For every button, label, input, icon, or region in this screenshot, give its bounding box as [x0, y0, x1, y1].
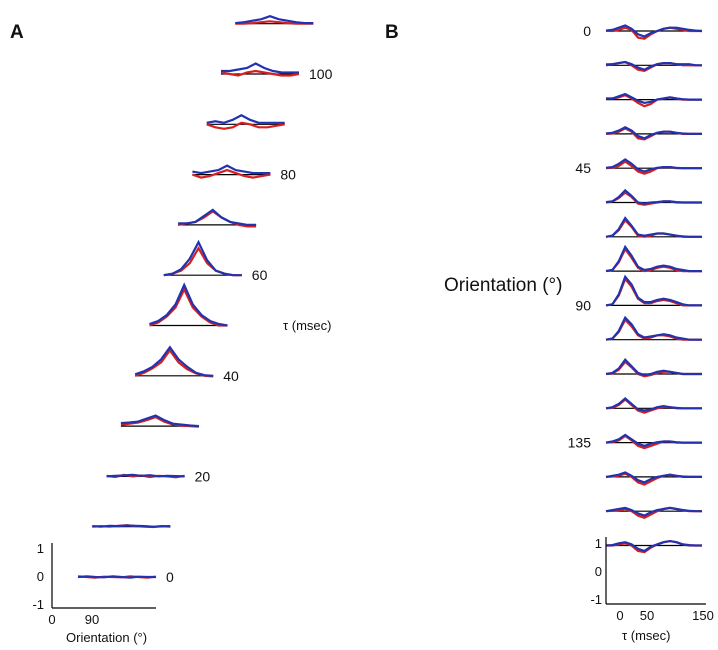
panel-a-delay-label-20: 20: [195, 468, 211, 484]
panel-a-delay-label-40: 40: [223, 368, 239, 384]
panel-a-slice-10-blue-line: [221, 62, 299, 74]
panel-a-slice-10-red-line: [220, 69, 300, 77]
panel-a-slice-8-red-line: [192, 168, 271, 179]
panel-b-label: B: [385, 22, 399, 43]
panel-b-y-tick-mid: 0: [595, 564, 602, 579]
panel-b-chart: 0 45 90 135: [568, 23, 706, 605]
panel-b-orientation-label-135: 135: [568, 435, 592, 451]
panel-b-y-tick-bottom: -1: [590, 592, 602, 607]
panel-a-slice-5-red-line: [149, 286, 228, 327]
panel-a-slice-8-blue-line: [192, 164, 271, 175]
panel-b-row-12-blue-line: [605, 433, 702, 448]
panel-a-delay-label-0: 0: [166, 569, 174, 585]
panel-a-delay-label-100: 100: [309, 66, 333, 82]
panel-a-slice-0-blue-line: [77, 575, 156, 579]
panel-b-x-tick-150: 150: [692, 608, 714, 623]
panel-b-y-tick-top: 1: [595, 536, 602, 551]
panel-a-y-tick-bottom: -1: [32, 597, 44, 612]
panel-a-slice-9-red-line: [206, 121, 285, 130]
panel-b-row-1-blue-line: [605, 60, 702, 71]
panel-a-slice-7-blue-line: [178, 208, 257, 226]
panel-b-x-tick-50: 50: [640, 608, 654, 623]
panel-b-y-axis-label: Orientation (°): [444, 275, 562, 296]
panel-b-row-0-blue-line: [605, 24, 703, 38]
panel-b-orientation-label-45: 45: [575, 160, 591, 176]
panel-b-row-15-blue-line: [605, 539, 702, 553]
panel-a-delay-label-60: 60: [252, 267, 268, 283]
panel-a-label: A: [10, 22, 24, 43]
panel-b-row-8-blue-line: [605, 274, 702, 307]
panel-a-x-tick-90: 90: [85, 612, 99, 627]
panel-b-x-axis-label: τ (msec): [622, 628, 670, 643]
panel-a-chart: 0 20 40 60 80 100: [51, 15, 333, 609]
panel-a-x-axis-label: Orientation (°): [66, 630, 147, 645]
panel-a-slice-3-blue-line: [120, 414, 199, 428]
panel-b-row-10-blue-line: [605, 357, 702, 377]
panel-a-slice-4-blue-line: [134, 345, 214, 377]
panel-b-row-9-blue-line: [605, 315, 702, 341]
panel-a-slice-9-blue-line: [206, 114, 285, 124]
panel-a-slice-2-blue-line: [106, 473, 185, 478]
panel-a-tau-label: τ (msec): [283, 318, 331, 333]
panel-a-delay-label-80: 80: [280, 167, 296, 183]
panel-a-slice-1-blue-line: [92, 524, 171, 528]
panel-b-row-4-blue-line: [605, 158, 702, 173]
panel-b-row-2-blue-line: [606, 92, 702, 105]
panel-a-slice-11-blue-line: [235, 15, 314, 25]
panel-a-y-tick-mid: 0: [37, 569, 44, 584]
panel-b-row-7-blue-line: [605, 244, 702, 273]
panel-a-slice-5-blue-line: [149, 282, 228, 327]
panel-b-x-tick-0: 0: [616, 608, 623, 623]
panel-b-orientation-label-90: 90: [575, 297, 591, 313]
panel-b-row-13-blue-line: [605, 471, 702, 484]
panel-a-x-tick-0: 0: [48, 612, 55, 627]
panel-b-row-11-blue-line: [605, 396, 702, 412]
panel-a-y-tick-top: 1: [37, 541, 44, 556]
panel-b-row-5-blue-line: [605, 188, 702, 205]
panel-b-row-14-blue-line: [605, 506, 702, 517]
panel-b-row-3-blue-line: [605, 126, 702, 140]
panel-b-orientation-label-0: 0: [583, 23, 591, 39]
panel-a-slice-6-blue-line: [163, 239, 242, 277]
panel-b-row-6-blue-line: [605, 216, 702, 238]
